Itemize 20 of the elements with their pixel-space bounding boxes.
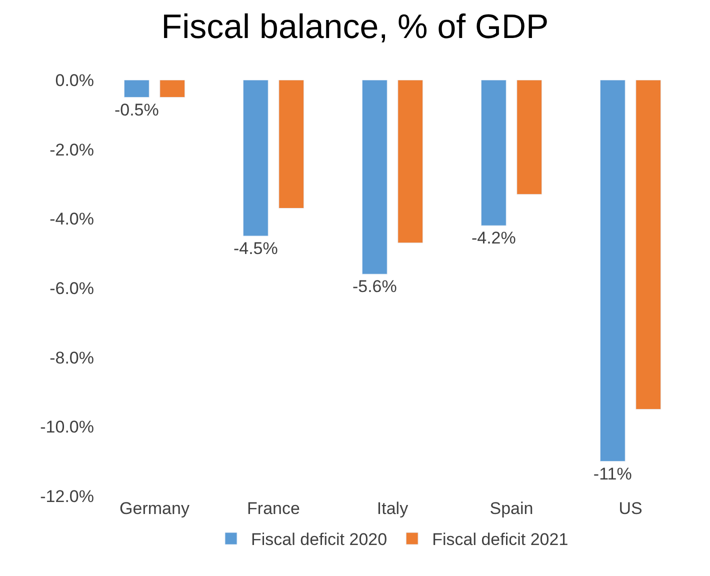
data-label: -11%	[593, 464, 632, 484]
data-label: -4.2%	[471, 228, 516, 248]
y-tick-label: -10.0%	[40, 418, 94, 437]
y-tick-label: -8.0%	[50, 348, 94, 368]
x-tick-label: US	[618, 499, 642, 518]
y-tick-label: 0.0%	[55, 70, 94, 90]
x-tick-label: France	[247, 499, 300, 518]
legend-label: Fiscal deficit 2021	[432, 530, 568, 550]
y-tick-label: -2.0%	[50, 140, 94, 160]
x-tick-label: Germany	[120, 499, 190, 518]
y-tick-label: -6.0%	[50, 278, 94, 298]
y-tick-label: -12.0%	[40, 486, 94, 506]
x-tick-label: Italy	[376, 499, 409, 518]
data-label: -4.5%	[233, 239, 278, 258]
x-tick-label: Spain	[490, 499, 534, 518]
legend-label: Fiscal deficit 2020	[251, 530, 388, 550]
data-label: -0.5%	[114, 100, 159, 120]
y-tick-label: -4.0%	[50, 210, 94, 229]
chart-title: Fiscal balance, % of GDP	[161, 8, 549, 46]
data-label: -5.6%	[352, 277, 397, 296]
